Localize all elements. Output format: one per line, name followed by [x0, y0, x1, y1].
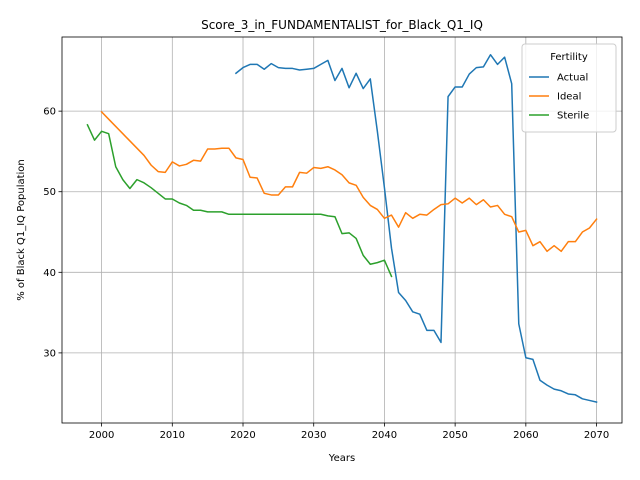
x-tick-label: 2070: [584, 430, 609, 441]
series-line-ideal: [100, 110, 598, 253]
legend-label-actual: Actual: [557, 73, 588, 84]
x-tick-label: 2000: [89, 430, 114, 441]
legend-label-sterile: Sterile: [557, 111, 589, 122]
series-lines: [86, 53, 598, 403]
y-axis: 30 40 50 60: [43, 107, 62, 359]
x-tick-label: 2030: [301, 430, 326, 441]
y-tick-label: 40: [43, 268, 56, 279]
series-line-actual: [234, 53, 598, 403]
y-tick-label: 50: [43, 187, 56, 198]
legend-box: [521, 43, 617, 133]
x-tick-label: 2010: [160, 430, 185, 441]
legend: Fertility Actual Ideal Sterile: [521, 43, 617, 133]
legend-label-ideal: Ideal: [557, 92, 581, 103]
x-tick-label: 2020: [230, 430, 255, 441]
x-tick-label: 2050: [442, 430, 467, 441]
series-line-sterile: [86, 123, 393, 278]
y-tick-label: 60: [43, 107, 56, 118]
x-tick-label: 2060: [513, 430, 538, 441]
x-axis-label: Years: [328, 453, 355, 464]
legend-title: Fertility: [550, 52, 588, 63]
x-axis: 2000 2010 2020 2030 2040 2050 2060 2070: [89, 423, 609, 441]
x-tick-label: 2040: [372, 430, 397, 441]
y-tick-label: 30: [43, 348, 56, 359]
legend-items: Actual Ideal Sterile: [529, 73, 589, 122]
y-axis-label: % of Black Q1_IQ Population: [16, 159, 27, 301]
chart-title: Score_3_in_FUNDAMENTALIST_for_Black_Q1_I…: [201, 18, 483, 32]
plot-frame: [61, 36, 623, 424]
